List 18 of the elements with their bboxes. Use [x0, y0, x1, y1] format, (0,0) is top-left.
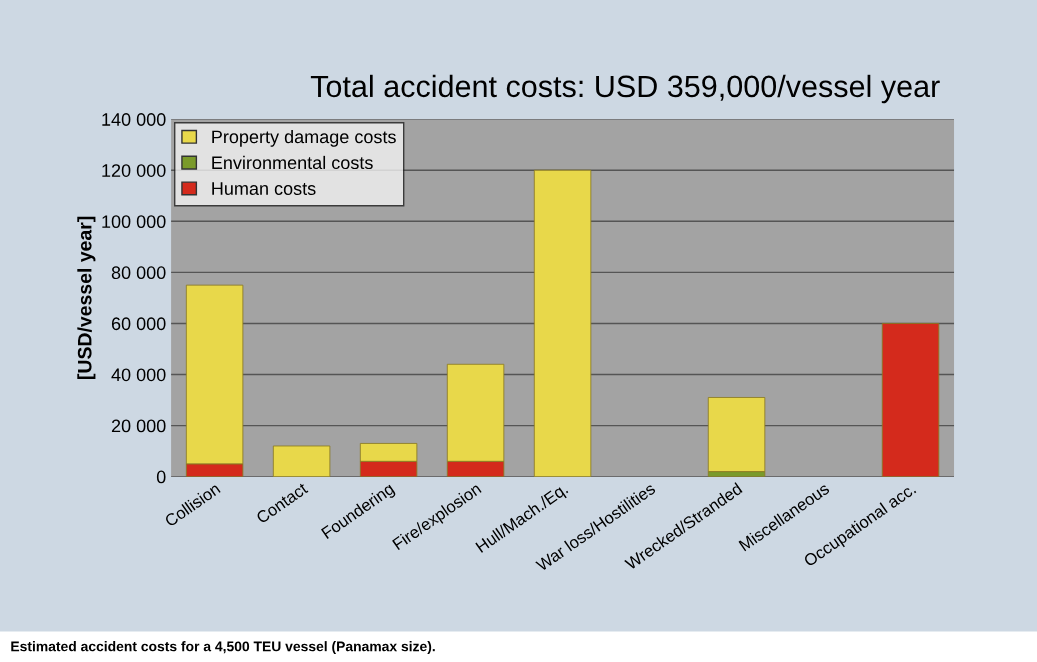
- y-tick-label: 0: [156, 470, 166, 484]
- bar: [707, 397, 766, 472]
- chart-title: Total accident costs: USD 359,000/vessel year: [310, 74, 940, 104]
- legend-label: Human costs: [212, 182, 316, 195]
- y-tick-label: 80 000: [111, 266, 166, 280]
- y-tick-label: 100 000: [102, 215, 166, 229]
- y-tick-label: 140 000: [102, 113, 166, 126]
- bar: [533, 169, 592, 477]
- bar: [881, 323, 940, 477]
- y-axis-title: [USD/vessel year]: [77, 216, 96, 379]
- y-tick-label: 120 000: [102, 164, 166, 177]
- y-tick-label: 40 000: [111, 368, 166, 382]
- y-tick-label: 60 000: [111, 317, 166, 331]
- text: Estimated accident costs for a 4,500 TEU vessel (Panamax size).: [11, 641, 435, 655]
- legend-label: Environmental costs: [212, 155, 373, 170]
- y-tick-label: 20 000: [111, 419, 166, 433]
- bar: [272, 445, 331, 477]
- legend-label: Property damage costs: [212, 129, 396, 147]
